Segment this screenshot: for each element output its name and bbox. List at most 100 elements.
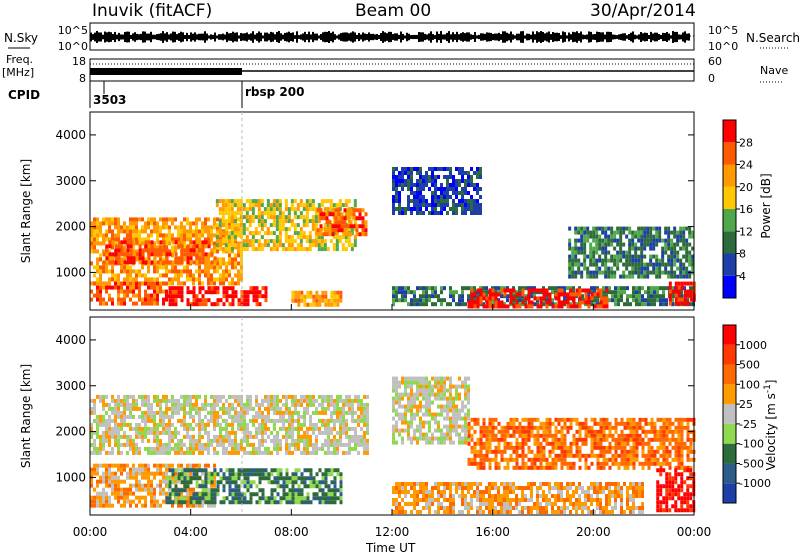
heatmap-cell — [446, 167, 449, 171]
heatmap-cell — [343, 208, 347, 213]
heatmap-cell — [287, 207, 291, 212]
heatmap-cell — [398, 207, 401, 211]
heatmap-cell — [351, 410, 354, 415]
heatmap-cell — [676, 250, 680, 255]
heatmap-cell — [288, 410, 291, 415]
heatmap-cell — [305, 199, 309, 204]
heatmap-cell — [336, 302, 340, 307]
heatmap-cell — [120, 398, 123, 403]
heatmap-cell — [120, 252, 124, 257]
heatmap-cell — [290, 239, 294, 244]
heatmap-cell — [123, 430, 126, 435]
heatmap-cell — [288, 450, 291, 455]
heatmap-cell — [312, 450, 315, 455]
heatmap-cell — [620, 294, 623, 299]
heatmap-cell — [245, 239, 249, 244]
sky-noise-bar — [524, 35, 526, 39]
heatmap-cell — [204, 402, 207, 407]
heatmap-cell — [255, 426, 258, 431]
heatmap-cell — [339, 484, 343, 489]
heatmap-cell — [410, 400, 413, 405]
heatmap-cell — [261, 410, 264, 415]
heatmap-cell — [392, 404, 395, 409]
heatmap-cell — [434, 183, 437, 187]
heatmap-cell — [258, 480, 262, 485]
heatmap-cell — [363, 410, 366, 415]
sky-noise-bar — [404, 35, 406, 39]
heatmap-cell — [168, 249, 171, 254]
heatmap-cell — [186, 491, 189, 496]
heatmap-cell — [353, 227, 357, 232]
heatmap-cell — [156, 422, 159, 427]
heatmap-cell — [147, 256, 151, 261]
heatmap-cell — [446, 191, 449, 195]
heatmap-cell — [266, 199, 270, 204]
heatmap-cell — [225, 273, 228, 278]
heatmap-cell — [601, 258, 605, 263]
heatmap-cell — [413, 191, 416, 195]
heatmap-cell — [631, 274, 635, 279]
heatmap-cell — [276, 402, 279, 407]
heatmap-cell — [330, 402, 333, 407]
heatmap-cell — [183, 245, 186, 250]
velocity-data-cells — [90, 376, 696, 514]
heatmap-cell — [201, 496, 205, 501]
heatmap-cell — [156, 483, 159, 488]
heatmap-cell — [129, 406, 132, 411]
heatmap-cell — [598, 238, 602, 243]
heatmap-cell — [318, 294, 322, 299]
station-title: Inuvik (fitACF) — [92, 1, 212, 21]
heatmap-cell — [267, 414, 270, 419]
sky-noise-bar — [258, 31, 260, 43]
heatmap-cell — [345, 410, 348, 415]
heatmap-cell — [270, 394, 273, 399]
sky-noise-bar — [186, 32, 188, 42]
heatmap-cell — [311, 207, 315, 212]
sky-noise-bar — [688, 33, 690, 41]
sky-noise-bar — [294, 35, 296, 39]
heatmap-cell — [234, 237, 237, 242]
heatmap-cell — [464, 191, 467, 195]
heatmap-cell — [659, 302, 662, 307]
heatmap-cell — [278, 239, 282, 244]
heatmap-cell — [102, 394, 105, 399]
nave-tick-top: 60 — [708, 55, 722, 68]
heatmap-cell — [598, 226, 602, 231]
heatmap-cell — [652, 246, 656, 251]
heatmap-cell — [204, 261, 207, 266]
heatmap-cell — [225, 269, 228, 274]
sky-noise-bar — [198, 33, 200, 41]
heatmap-cell — [120, 281, 123, 286]
heatmap-cell — [168, 480, 172, 485]
heatmap-cell — [228, 302, 232, 307]
heatmap-cell — [595, 230, 599, 235]
heatmap-cell — [239, 243, 243, 248]
sky-noise-bar — [432, 34, 434, 40]
heatmap-cell — [123, 418, 126, 423]
heatmap-cell — [147, 394, 150, 399]
heatmap-cell — [266, 215, 270, 220]
heatmap-cell — [560, 304, 564, 309]
heatmap-cell — [99, 233, 102, 238]
heatmap-cell — [258, 446, 261, 451]
heatmap-cell — [141, 430, 144, 435]
heatmap-cell — [366, 450, 369, 455]
heatmap-cell — [355, 228, 359, 233]
heatmap-cell — [153, 281, 156, 286]
heatmap-cell — [261, 398, 264, 403]
heatmap-cell — [291, 402, 294, 407]
heatmap-cell — [228, 237, 231, 242]
heatmap-cell — [354, 398, 357, 403]
sky-noise-bar — [422, 32, 424, 42]
heatmap-cell — [686, 301, 690, 306]
heatmap-cell — [637, 230, 641, 235]
heatmap-cell — [323, 227, 327, 232]
heatmap-cell — [141, 414, 144, 419]
heatmap-cell — [246, 410, 249, 415]
heatmap-cell — [581, 300, 585, 305]
heatmap-cell — [138, 430, 141, 435]
heatmap-cell — [156, 394, 159, 399]
heatmap-cell — [264, 468, 268, 473]
heatmap-cell — [96, 491, 99, 496]
heatmap-cell — [144, 225, 147, 230]
